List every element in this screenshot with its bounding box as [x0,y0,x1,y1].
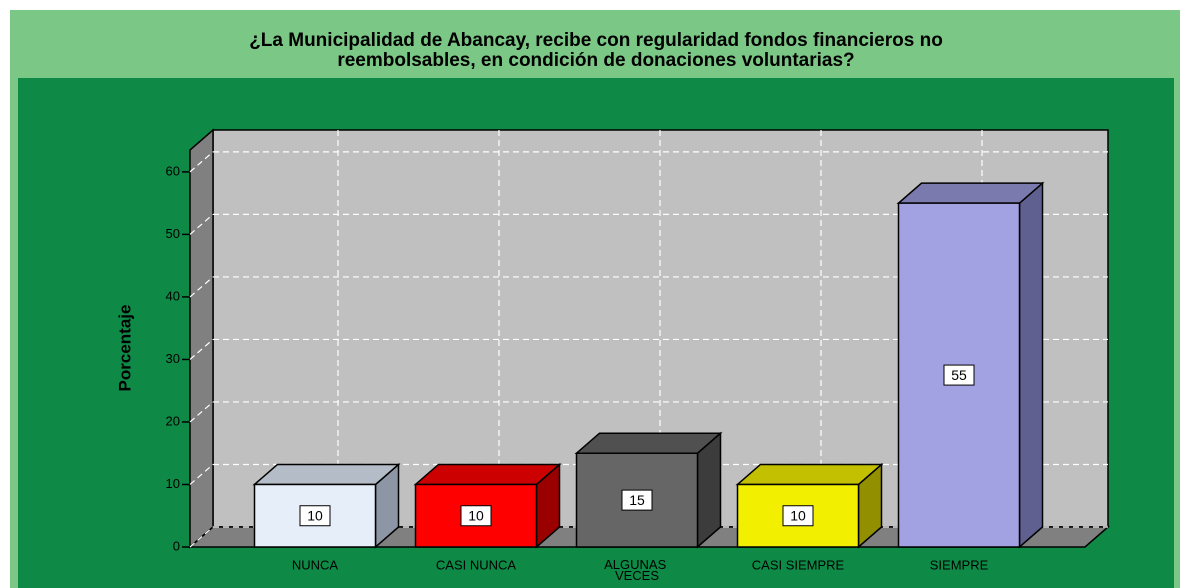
y-axis-label: Porcentaje [115,305,134,392]
grid-line [189,401,214,423]
y-tick-label: 20 [166,413,180,428]
grid-line [189,213,214,235]
value-label-box [621,489,653,511]
bar-top [735,463,884,486]
grid-line [189,276,214,298]
y-tick-label: 40 [166,288,180,303]
grid-line [189,526,214,548]
value-label: 15 [629,492,645,508]
x-tick-label: ALGUNAS VECES [604,557,670,583]
bar-top [252,463,401,486]
grid-line [189,464,214,485]
bar-top [574,432,723,454]
grid-line [189,151,214,173]
bar-side [1018,181,1044,549]
bar-top [413,463,562,486]
value-label-box [299,505,331,527]
y-tick-label: 50 [166,226,180,241]
x-tick-label: NUNCA [292,557,339,572]
grid-line [189,338,214,360]
y-tick-label: 10 [166,476,180,491]
value-label: 10 [790,507,806,523]
value-label-box [782,505,814,527]
x-tick-label: CASI NUNCA [436,557,517,572]
value-label: 55 [951,367,967,383]
bar-top [896,182,1045,204]
x-tick-label: CASI SIEMPRE [752,557,845,572]
value-label: 10 [307,507,323,523]
x-tick-label: SIEMPRE [930,557,989,572]
value-label-box [460,505,492,527]
value-label: 10 [468,507,484,523]
chart-title: reembolsables, en condición de donacione… [337,50,854,71]
y-tick-label: 60 [166,163,180,178]
side-wall [189,128,214,549]
y-tick-label: 0 [173,538,180,553]
y-tick-label: 30 [166,351,180,366]
value-label-box [943,364,975,386]
chart-title: ¿La Municipalidad de Abancay, recibe con… [249,30,943,51]
